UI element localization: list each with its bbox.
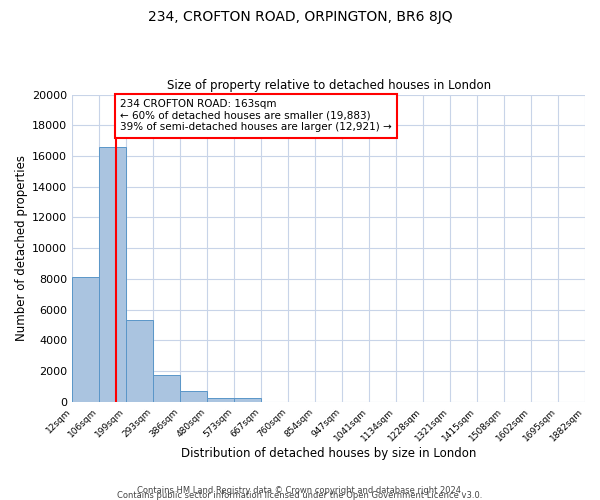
Text: Contains HM Land Registry data © Crown copyright and database right 2024.: Contains HM Land Registry data © Crown c… <box>137 486 463 495</box>
Bar <box>99 147 126 402</box>
X-axis label: Distribution of detached houses by size in London: Distribution of detached houses by size … <box>181 447 476 460</box>
Text: Contains public sector information licensed under the Open Government Licence v3: Contains public sector information licen… <box>118 491 482 500</box>
Bar <box>153 375 180 402</box>
Text: 234 CROFTON ROAD: 163sqm
← 60% of detached houses are smaller (19,883)
39% of se: 234 CROFTON ROAD: 163sqm ← 60% of detach… <box>120 99 391 132</box>
Bar <box>180 391 207 402</box>
Text: 234, CROFTON ROAD, ORPINGTON, BR6 8JQ: 234, CROFTON ROAD, ORPINGTON, BR6 8JQ <box>148 10 452 24</box>
Bar <box>72 278 99 402</box>
Bar <box>207 398 234 402</box>
Title: Size of property relative to detached houses in London: Size of property relative to detached ho… <box>167 79 491 92</box>
Bar <box>234 398 261 402</box>
Bar <box>126 320 153 402</box>
Y-axis label: Number of detached properties: Number of detached properties <box>15 155 28 341</box>
